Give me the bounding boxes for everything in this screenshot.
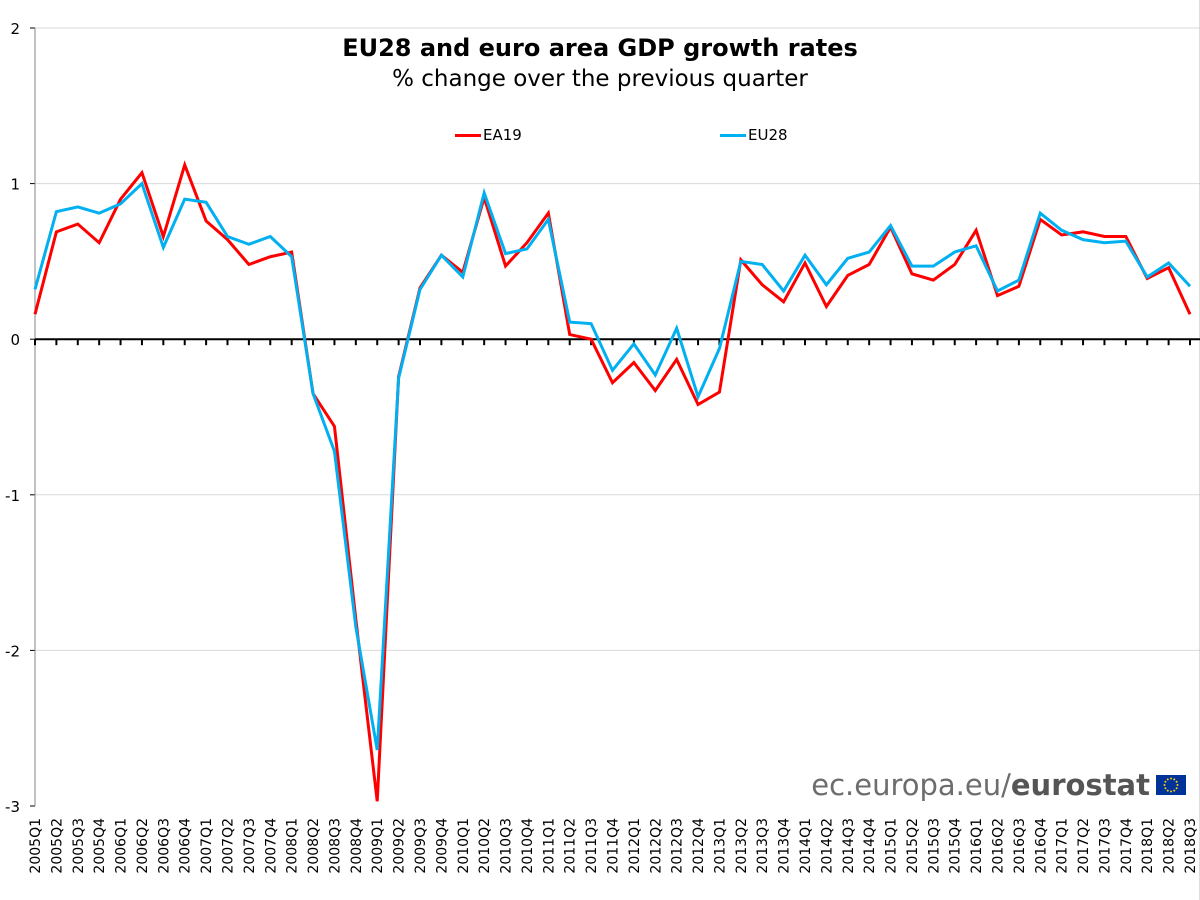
x-tick-label: 2009Q1: [370, 818, 386, 874]
x-tick-label: 2005Q4: [92, 818, 108, 874]
x-tick-label: 2008Q1: [285, 818, 301, 874]
x-tick-label: 2007Q4: [263, 818, 279, 874]
x-tick-label: 2016Q3: [1012, 818, 1028, 874]
x-tick-label: 2014Q4: [862, 818, 878, 874]
y-tick-label: 2: [10, 20, 20, 38]
x-tick-label: 2010Q1: [456, 818, 472, 874]
x-tick-label: 2018Q3: [1183, 818, 1199, 874]
x-tick-label: 2016Q1: [969, 818, 985, 874]
x-tick-label: 2018Q1: [1140, 818, 1156, 874]
x-tick-label: 2016Q4: [1033, 818, 1049, 874]
x-tick-label: 2009Q4: [434, 818, 450, 874]
x-tick-label: 2007Q2: [221, 818, 237, 874]
x-tick-label: 2013Q1: [712, 818, 728, 874]
y-tick-label: 1: [10, 176, 20, 194]
x-tick-label: 2013Q2: [734, 818, 750, 874]
x-tick-label: 2017Q4: [1119, 818, 1135, 874]
series-line-eu28: [33, 180, 1192, 751]
x-tick-label: 2006Q2: [135, 818, 151, 874]
x-tick-label: 2010Q3: [499, 818, 515, 874]
x-tick-label: 2015Q4: [948, 818, 964, 874]
x-tick-label: 2009Q3: [413, 818, 429, 874]
x-tick-label: 2010Q4: [520, 818, 536, 874]
x-tick-label: 2006Q3: [156, 818, 172, 874]
x-tick-label: 2013Q3: [755, 818, 771, 874]
x-tick-label: 2011Q2: [563, 818, 579, 874]
x-tick-label: 2008Q4: [349, 818, 365, 874]
legend-swatch-ea19: [455, 133, 481, 137]
logo-prefix: ec.europa.eu/: [811, 768, 1011, 802]
x-tick-label: 2015Q3: [926, 818, 942, 874]
legend-label-ea19: EA19: [483, 126, 522, 144]
legend-item-ea19: EA19: [455, 126, 522, 144]
x-tick-label: 2012Q3: [670, 818, 686, 874]
x-tick-label: 2012Q1: [627, 818, 643, 874]
x-tick-label: 2010Q2: [477, 818, 493, 874]
y-tick-label: 0: [10, 331, 20, 349]
x-tick-label: 2016Q2: [991, 818, 1007, 874]
x-tick-label: 2014Q3: [841, 818, 857, 874]
chart-title: EU28 and euro area GDP growth rates: [342, 34, 858, 62]
x-tick-label: 2012Q4: [691, 818, 707, 874]
y-tick-label: -2: [5, 642, 20, 660]
x-tick-label: 2014Q1: [798, 818, 814, 874]
legend-swatch-eu28: [720, 133, 746, 137]
x-tick-label: 2005Q3: [71, 818, 87, 874]
x-tick-label: 2006Q1: [114, 818, 130, 874]
chart-subtitle: % change over the previous quarter: [392, 66, 808, 92]
x-tick-label: 2007Q1: [199, 818, 215, 874]
x-tick-label: 2005Q2: [49, 818, 65, 874]
eurostat-logo: ec.europa.eu/eurostat: [811, 768, 1186, 802]
x-tick-label: 2008Q3: [327, 818, 343, 874]
x-tick-label: 2017Q2: [1076, 818, 1092, 874]
legend-label-eu28: EU28: [748, 126, 788, 144]
y-tick-label: -3: [5, 798, 20, 816]
x-tick-label: 2009Q2: [392, 818, 408, 874]
x-tick-label: 2011Q4: [606, 818, 622, 874]
x-tick-label: 2011Q3: [584, 818, 600, 874]
y-tick-label: -1: [5, 487, 20, 505]
x-tick-label: 2011Q1: [541, 818, 557, 874]
x-tick-label: 2017Q1: [1055, 818, 1071, 874]
x-tick-label: 2015Q2: [905, 818, 921, 874]
x-tick-label: 2014Q2: [819, 818, 835, 874]
x-tick-label: 2005Q1: [28, 818, 44, 874]
eu-flag-icon: [1156, 775, 1186, 795]
logo-brand: eurostat: [1010, 768, 1150, 802]
series-line-ea19: [33, 160, 1192, 802]
x-tick-label: 2012Q2: [648, 818, 664, 874]
x-tick-label: 2018Q2: [1162, 818, 1178, 874]
x-tick-label: 2017Q3: [1097, 818, 1113, 874]
x-tick-label: 2007Q3: [242, 818, 258, 874]
x-tick-label: 2008Q2: [306, 818, 322, 874]
x-tick-label: 2013Q4: [777, 818, 793, 874]
x-tick-label: 2015Q1: [884, 818, 900, 874]
legend-item-eu28: EU28: [720, 126, 788, 144]
x-tick-label: 2006Q4: [178, 818, 194, 874]
